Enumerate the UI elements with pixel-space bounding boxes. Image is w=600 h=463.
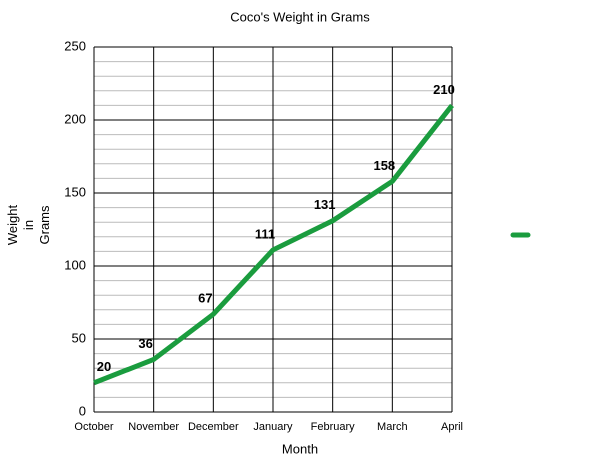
- data-label: 36: [138, 336, 152, 351]
- data-label: 210: [433, 82, 455, 97]
- x-tick-label: January: [253, 421, 293, 433]
- x-tick-label: November: [128, 421, 179, 433]
- data-label: 111: [255, 226, 275, 241]
- y-axis-label: Weight in Grams: [5, 204, 52, 246]
- x-tick-label: December: [188, 421, 239, 433]
- y-tick-label: 100: [64, 257, 86, 272]
- data-label: 158: [373, 158, 395, 173]
- y-tick-label: 0: [79, 403, 86, 418]
- x-tick-label: February: [311, 421, 356, 433]
- x-tick-label: March: [377, 421, 408, 433]
- chart-title: Coco's Weight in Grams: [230, 9, 370, 24]
- y-tick-label: 250: [64, 38, 86, 53]
- y-tick-label: 150: [64, 184, 86, 199]
- x-tick-label: October: [74, 421, 113, 433]
- data-label: 20: [97, 359, 111, 374]
- x-axis-label: Month: [282, 441, 318, 456]
- data-label: 67: [198, 291, 212, 306]
- x-tick-label: April: [441, 421, 463, 433]
- data-line: [93, 103, 454, 386]
- data-label: 131: [314, 197, 336, 212]
- y-tick-label: 50: [72, 330, 86, 345]
- y-tick-label: 200: [64, 111, 86, 126]
